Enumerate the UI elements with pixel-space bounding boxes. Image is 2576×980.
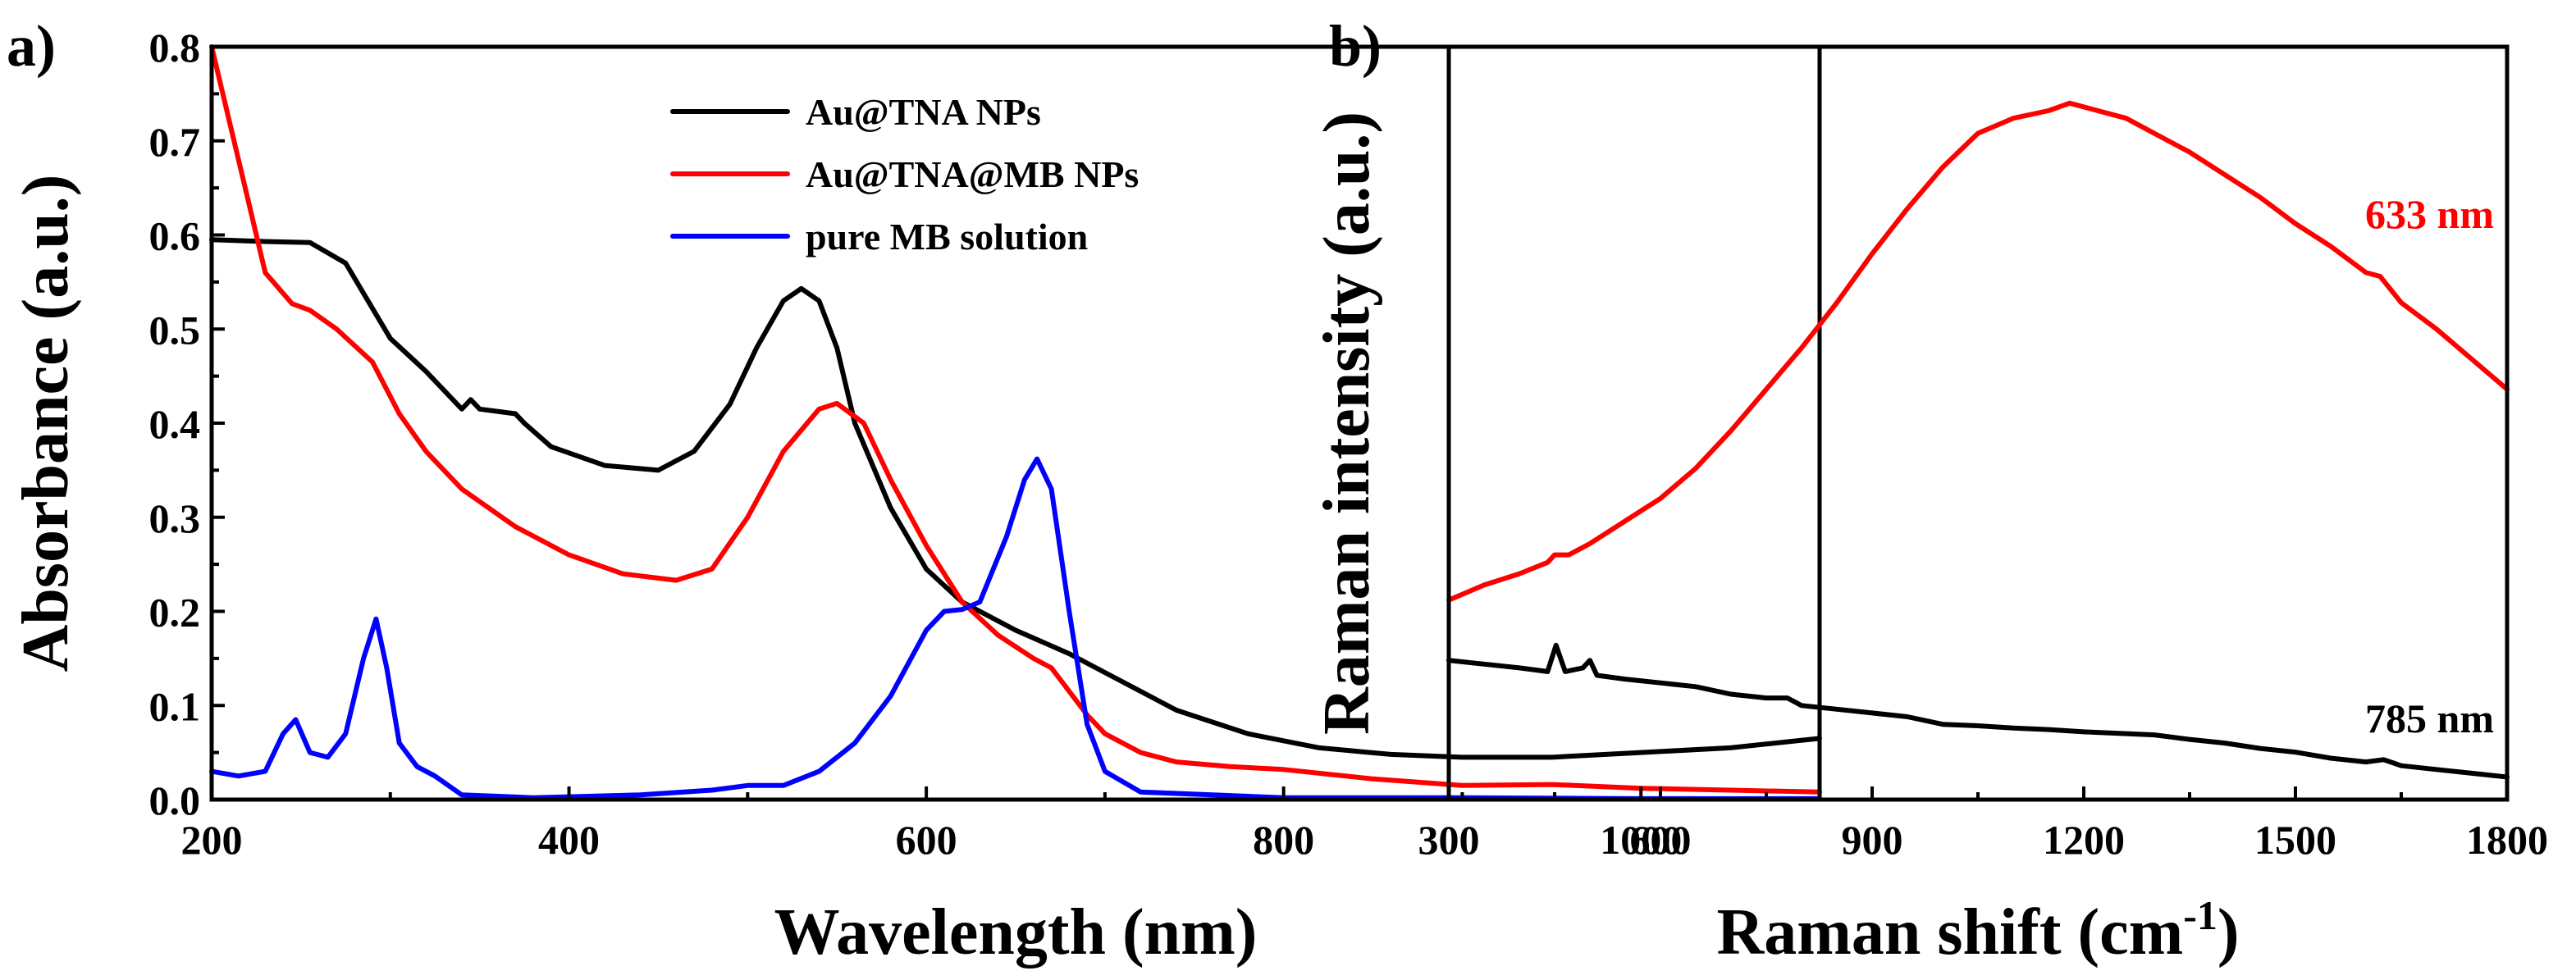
panel-a: a) 200 400 600 800 1000 0.00.10.20.30.40.50.… bbox=[7, 13, 1822, 969]
panel-b-x-tick-label: 1800 bbox=[2466, 817, 2548, 863]
panel-b-series-633-nm bbox=[1446, 100, 2510, 603]
panel-a-series-au-tna-mb-nps bbox=[209, 44, 1822, 795]
panel-b-x-tick-label: 1200 bbox=[2043, 817, 2125, 863]
panel-a-legend: Au@TNA NPs Au@TNA@MB NPs pure MB solutio… bbox=[670, 91, 1139, 258]
panel-a-y-ticks: 0.0 0.1 0.2 0.3 0.4 0.5 0.6 0.7 0.8 bbox=[149, 25, 225, 823]
panel-b-x-tick-label: 900 bbox=[1842, 817, 1903, 863]
panel-a-x-tick-label: 1000 bbox=[1600, 817, 1682, 863]
panel-a-x-tick-label: 200 bbox=[181, 817, 243, 863]
panel-a-y-tick-label: 0.3 bbox=[149, 495, 201, 541]
panel-b-x-axis-title: Raman shift (cm-1) bbox=[1716, 892, 2239, 969]
panel-b: b) 300 600 900 1200 1500 1800 Raman shift (cm… bbox=[1311, 13, 2548, 969]
panel-a-y-tick-label: 0.7 bbox=[149, 119, 201, 165]
panel-a-y-axis-title: Absorbance (a.u.) bbox=[10, 175, 82, 672]
panel-a-y-tick-label: 0.6 bbox=[149, 213, 201, 259]
panel-b-x-axis-title-main: Raman shift (cm bbox=[1716, 896, 2183, 969]
panel-a-x-ticks: 200 400 600 800 1000 bbox=[181, 786, 1682, 863]
panel-b-frame bbox=[1446, 44, 2510, 802]
legend-label-pure-mb: pure MB solution bbox=[806, 216, 1088, 258]
panel-b-x-tick-label: 300 bbox=[1418, 817, 1480, 863]
panel-b-x-ticks: 300 600 900 1200 1500 1800 bbox=[1418, 786, 2548, 863]
panel-b-series-785-nm bbox=[1446, 642, 2510, 780]
annotation-633nm: 633 nm bbox=[2365, 191, 2494, 237]
panel-b-series bbox=[1446, 100, 2510, 780]
panel-a-y-tick-label: 0.5 bbox=[149, 307, 201, 353]
panel-b-y-axis-title: Raman intensity (a.u.) bbox=[1311, 112, 1383, 735]
panel-a-x-axis-title: Wavelength (nm) bbox=[774, 896, 1258, 969]
panel-a-label: a) bbox=[7, 13, 56, 79]
panel-b-x-tick-label: 600 bbox=[1630, 817, 1692, 863]
panel-a-x-tick-label: 400 bbox=[538, 817, 600, 863]
panel-a-y-tick-label: 0.1 bbox=[149, 683, 201, 729]
legend-label-au-tna: Au@TNA NPs bbox=[806, 91, 1041, 133]
panel-b-label: b) bbox=[1329, 13, 1382, 79]
legend-label-au-tna-mb: Au@TNA@MB NPs bbox=[806, 153, 1139, 195]
panel-a-y-tick-label: 0.2 bbox=[149, 590, 201, 636]
panel-a-y-tick-label: 0.0 bbox=[149, 777, 201, 823]
panel-a-y-tick-label: 0.4 bbox=[149, 401, 201, 447]
panel-a-series-au-tna-nps bbox=[209, 237, 1822, 760]
panel-b-x-tick-label: 1500 bbox=[2254, 817, 2336, 863]
panel-a-series bbox=[209, 44, 1822, 801]
panel-a-y-tick-label: 0.8 bbox=[149, 25, 201, 71]
panel-b-x-axis-title-sup: -1 bbox=[2183, 892, 2217, 938]
annotation-785nm: 785 nm bbox=[2365, 695, 2494, 741]
panel-a-series-pure-mb-solution bbox=[209, 456, 1822, 801]
panel-a-x-tick-label: 800 bbox=[1253, 817, 1314, 863]
panel-b-x-axis-title-close: ) bbox=[2217, 896, 2240, 969]
panel-a-x-tick-label: 600 bbox=[896, 817, 957, 863]
